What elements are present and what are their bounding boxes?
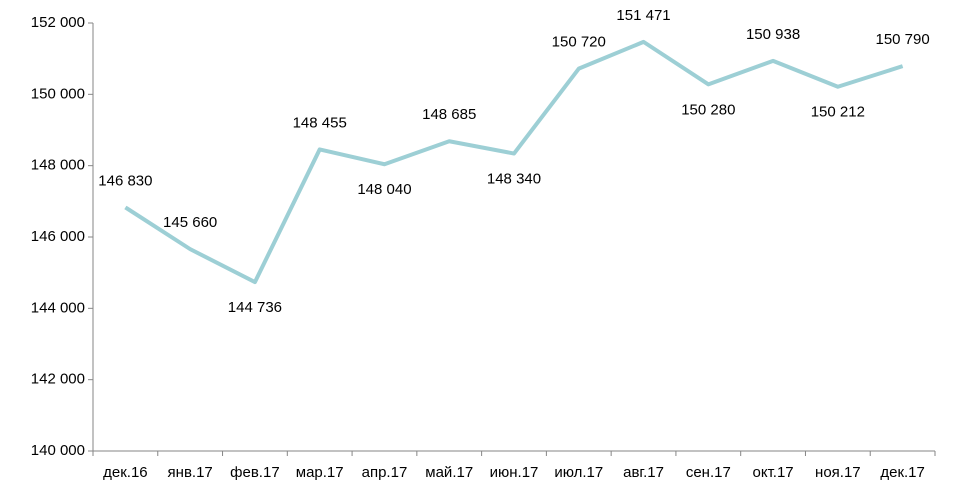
x-tick-label: дек.17 xyxy=(880,464,925,481)
data-label: 148 340 xyxy=(487,171,541,188)
data-label: 150 790 xyxy=(875,31,929,48)
x-tick-label: сен.17 xyxy=(686,464,731,481)
x-tick-label: июл.17 xyxy=(554,464,603,481)
data-label: 148 455 xyxy=(293,114,347,131)
line xyxy=(124,39,904,285)
y-tick-label: 148 000 xyxy=(31,157,85,174)
x-tick-label: окт.17 xyxy=(753,464,794,481)
data-label: 146 830 xyxy=(98,172,152,189)
data-label: 151 471 xyxy=(616,7,670,24)
x-tick-label: ноя.17 xyxy=(815,464,861,481)
data-label: 144 736 xyxy=(228,299,282,316)
y-tick-label: 150 000 xyxy=(31,85,85,102)
x-tick-label: фев.17 xyxy=(230,464,280,481)
data-label: 150 720 xyxy=(552,34,606,51)
data-label: 148 685 xyxy=(422,106,476,123)
y-tick-label: 142 000 xyxy=(31,371,85,388)
x-tick-label: янв.17 xyxy=(168,464,213,481)
x-tick-label: июн.17 xyxy=(490,464,539,481)
x-tick-label: мар.17 xyxy=(296,464,344,481)
data-label: 148 040 xyxy=(357,181,411,198)
y-tick-label: 152 000 xyxy=(31,14,85,31)
y-tick-label: 140 000 xyxy=(31,442,85,459)
x-tick-label: дек.16 xyxy=(103,464,148,481)
y-tick-label: 146 000 xyxy=(31,228,85,245)
x-tick-label: апр.17 xyxy=(362,464,408,481)
data-label: 145 660 xyxy=(163,214,217,231)
x-tick-label: май.17 xyxy=(425,464,473,481)
data-label: 150 938 xyxy=(746,26,800,43)
data-label: 150 212 xyxy=(811,104,865,121)
x-tick-label: авг.17 xyxy=(623,464,664,481)
data-label: 150 280 xyxy=(681,101,735,118)
y-tick-label: 144 000 xyxy=(31,299,85,316)
